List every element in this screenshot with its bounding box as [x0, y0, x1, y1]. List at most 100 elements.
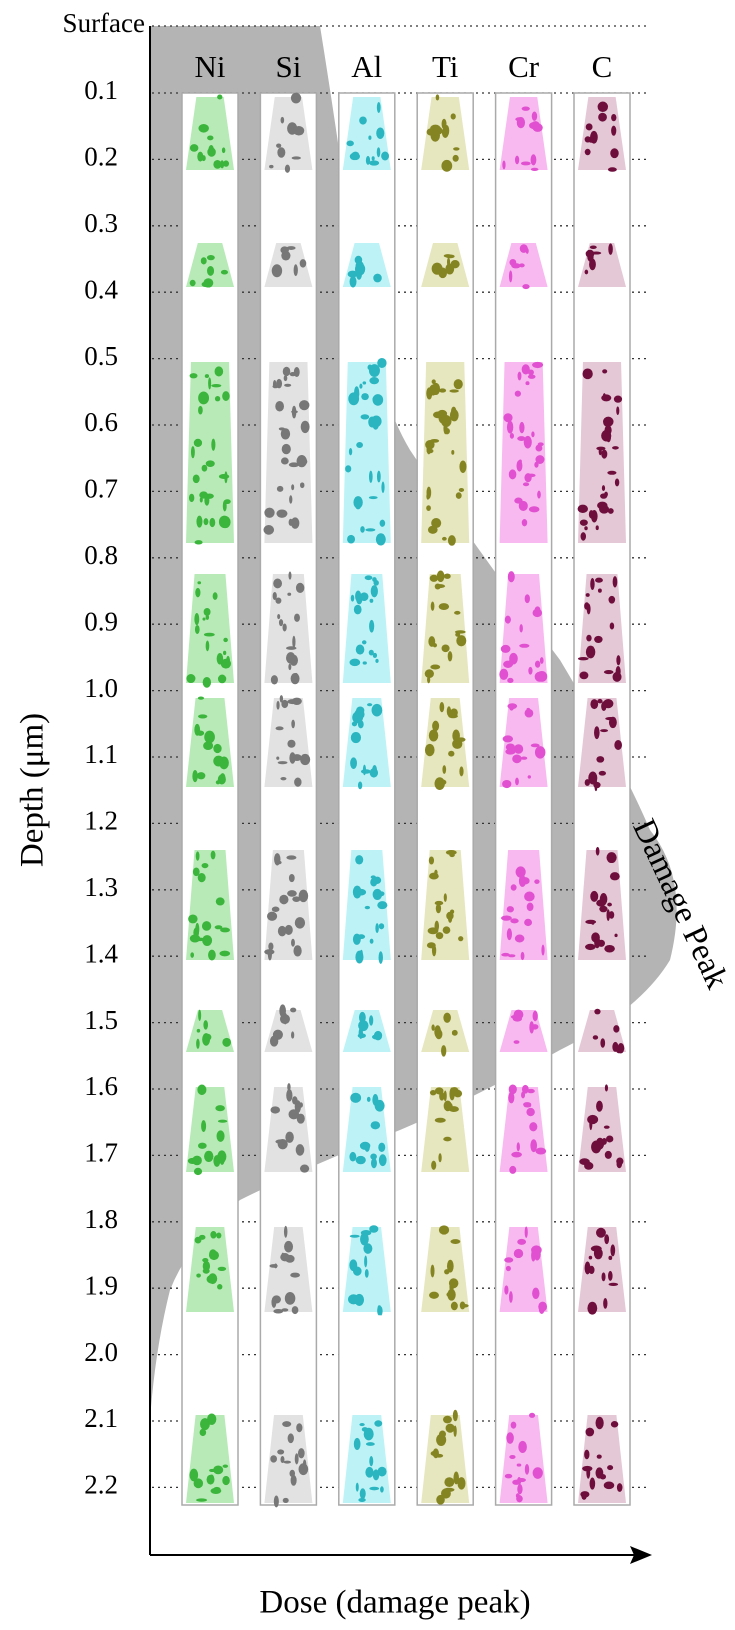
- surface-label: Surface: [63, 8, 145, 38]
- precipitate: [263, 525, 274, 535]
- precipitate: [608, 508, 614, 514]
- precipitate: [533, 1467, 543, 1479]
- precipitate: [276, 756, 279, 759]
- precipitate: [373, 653, 377, 658]
- precipitate: [429, 385, 437, 396]
- precipitate: [271, 1297, 276, 1308]
- precipitate: [598, 589, 602, 593]
- precipitate: [444, 1488, 455, 1492]
- precipitate: [433, 1448, 439, 1458]
- precipitate: [286, 646, 297, 650]
- precipitate: [590, 245, 597, 249]
- precipitate: [607, 852, 617, 863]
- precipitate: [359, 1012, 366, 1023]
- precipitate: [449, 853, 454, 857]
- precipitate: [354, 1438, 361, 1450]
- precipitate: [354, 605, 362, 615]
- precipitate: [203, 1268, 210, 1273]
- precipitate: [359, 1027, 363, 1038]
- precipitate: [195, 588, 200, 597]
- precipitate: [365, 575, 373, 580]
- precipitate: [425, 744, 435, 756]
- precipitate: [535, 1148, 546, 1155]
- precipitate: [279, 895, 288, 905]
- precipitate: [453, 147, 459, 150]
- precipitate: [534, 879, 539, 884]
- precipitate: [360, 592, 369, 601]
- precipitate: [198, 714, 207, 718]
- precipitate: [525, 709, 534, 718]
- precipitate: [289, 1470, 295, 1477]
- precipitate: [608, 243, 613, 255]
- precipitate: [281, 428, 290, 439]
- precipitate: [587, 252, 593, 262]
- precipitate: [616, 655, 620, 665]
- precipitate: [293, 126, 304, 135]
- precipitate: [436, 1434, 446, 1446]
- precipitate: [292, 1306, 299, 1314]
- precipitate: [511, 884, 517, 890]
- precipitate: [447, 1289, 455, 1301]
- precipitate: [519, 263, 525, 267]
- precipitate: [596, 756, 604, 763]
- precipitate: [195, 625, 200, 634]
- precipitate: [190, 144, 198, 152]
- precipitate: [519, 644, 529, 648]
- precipitate: [533, 1011, 538, 1022]
- precipitate: [195, 923, 199, 935]
- precipitate: [378, 1305, 381, 1309]
- precipitate: [596, 1228, 606, 1238]
- precipitate: [350, 153, 360, 161]
- precipitate: [284, 1241, 293, 1253]
- precipitate: [584, 1162, 593, 1170]
- x-axis-title: Dose (damage peak): [259, 1585, 530, 1621]
- precipitate: [609, 1283, 619, 1286]
- precipitate: [437, 571, 445, 582]
- precipitate: [536, 671, 547, 682]
- precipitate: [608, 1271, 613, 1281]
- precipitate: [202, 282, 211, 288]
- precipitate: [222, 757, 226, 762]
- precipitate: [368, 416, 376, 427]
- precipitate: [611, 114, 616, 121]
- precipitate: [443, 926, 451, 933]
- element-label: Si: [275, 49, 301, 84]
- precipitate: [207, 1475, 215, 1485]
- precipitate: [282, 1421, 291, 1427]
- precipitate: [528, 775, 531, 778]
- precipitate: [356, 645, 365, 655]
- precipitate: [194, 613, 199, 625]
- precipitate: [372, 1034, 381, 1039]
- y-tick-label: 0.5: [84, 341, 118, 371]
- precipitate: [444, 893, 447, 902]
- precipitate: [436, 904, 441, 914]
- precipitate: [594, 726, 600, 739]
- precipitate: [293, 945, 301, 956]
- precipitate: [515, 391, 521, 397]
- precipitate: [598, 113, 607, 122]
- precipitate: [205, 374, 209, 378]
- precipitate: [515, 778, 519, 786]
- precipitate: [432, 721, 439, 731]
- precipitate: [529, 1122, 537, 1131]
- precipitate: [450, 1239, 460, 1244]
- precipitate: [590, 891, 598, 902]
- precipitate: [202, 618, 205, 621]
- precipitate: [294, 778, 301, 787]
- precipitate: [521, 757, 528, 760]
- precipitate: [297, 455, 307, 467]
- precipitate: [217, 1130, 225, 1142]
- precipitate: [223, 638, 228, 642]
- precipitate: [198, 124, 208, 133]
- precipitate: [216, 1232, 221, 1238]
- precipitate: [598, 102, 608, 112]
- precipitate: [286, 855, 296, 859]
- precipitate: [220, 928, 230, 933]
- precipitate: [507, 928, 512, 940]
- precipitate: [609, 596, 616, 604]
- precipitate: [267, 912, 277, 921]
- precipitate: [459, 488, 464, 492]
- precipitate: [215, 366, 224, 376]
- precipitate: [361, 393, 369, 400]
- precipitate: [524, 1104, 532, 1108]
